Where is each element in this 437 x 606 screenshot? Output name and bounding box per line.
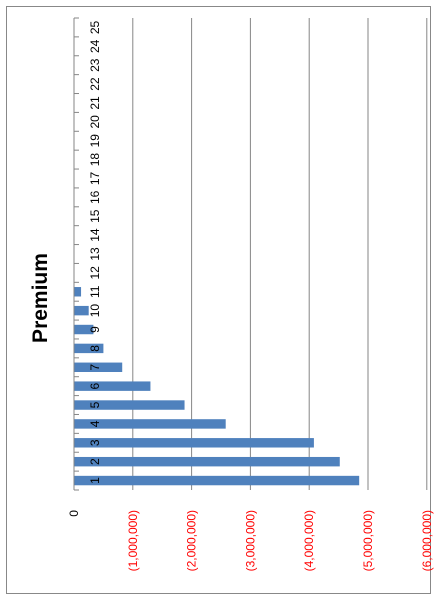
category-label: 21 [88, 96, 102, 110]
bar [74, 475, 360, 486]
bar [74, 381, 151, 391]
category-label: 9 [88, 326, 102, 333]
category-label: 8 [88, 345, 102, 352]
bar [74, 400, 185, 410]
bars [74, 287, 360, 486]
bar [74, 456, 340, 467]
category-label: 5 [88, 401, 102, 408]
category-label: 17 [88, 171, 102, 185]
bar [74, 419, 226, 429]
category-label: 19 [88, 134, 102, 148]
category-label: 7 [88, 364, 102, 371]
category-label: 15 [88, 209, 102, 223]
category-axis [73, 17, 79, 491]
category-labels: 1234567891011121314151617181920212223242… [88, 20, 102, 483]
bar [74, 287, 82, 297]
category-label: 2 [88, 458, 102, 465]
value-axis-label: (2,000,000) [185, 510, 199, 571]
category-label: 23 [88, 58, 102, 72]
bar [74, 305, 89, 316]
category-label: 11 [88, 285, 102, 298]
category-label: 6 [88, 383, 102, 390]
chart-title: Premium [29, 253, 52, 343]
category-label: 13 [88, 247, 102, 261]
value-axis-label: (4,000,000) [302, 510, 316, 571]
bar [74, 343, 104, 354]
category-label: 18 [88, 153, 102, 167]
category-label: 14 [88, 228, 102, 242]
bar [74, 324, 94, 335]
chart-border [6, 6, 431, 594]
value-axis-label: (1,000,000) [126, 510, 140, 571]
value-axis-label: 0 [67, 510, 81, 517]
value-axis-labels: 0 (1,000,000) (2,000,000) (3,000,000) (4,000… [67, 510, 434, 572]
value-axis-label: (3,000,000) [243, 510, 257, 571]
category-label: 24 [88, 39, 102, 53]
bar [74, 362, 123, 372]
gridlines [132, 18, 428, 490]
category-label: 3 [88, 439, 102, 446]
category-label: 12 [88, 266, 102, 280]
category-label: 25 [88, 20, 102, 34]
category-label: 4 [88, 420, 102, 427]
category-label: 1 [88, 477, 102, 484]
category-label: 10 [88, 304, 102, 318]
value-axis-label: (6,000,000) [420, 510, 434, 571]
category-label: 16 [88, 190, 102, 204]
category-label: 20 [88, 115, 102, 129]
bar [74, 438, 314, 448]
value-axis-label: (5,000,000) [361, 510, 375, 571]
category-label: 22 [88, 77, 102, 91]
